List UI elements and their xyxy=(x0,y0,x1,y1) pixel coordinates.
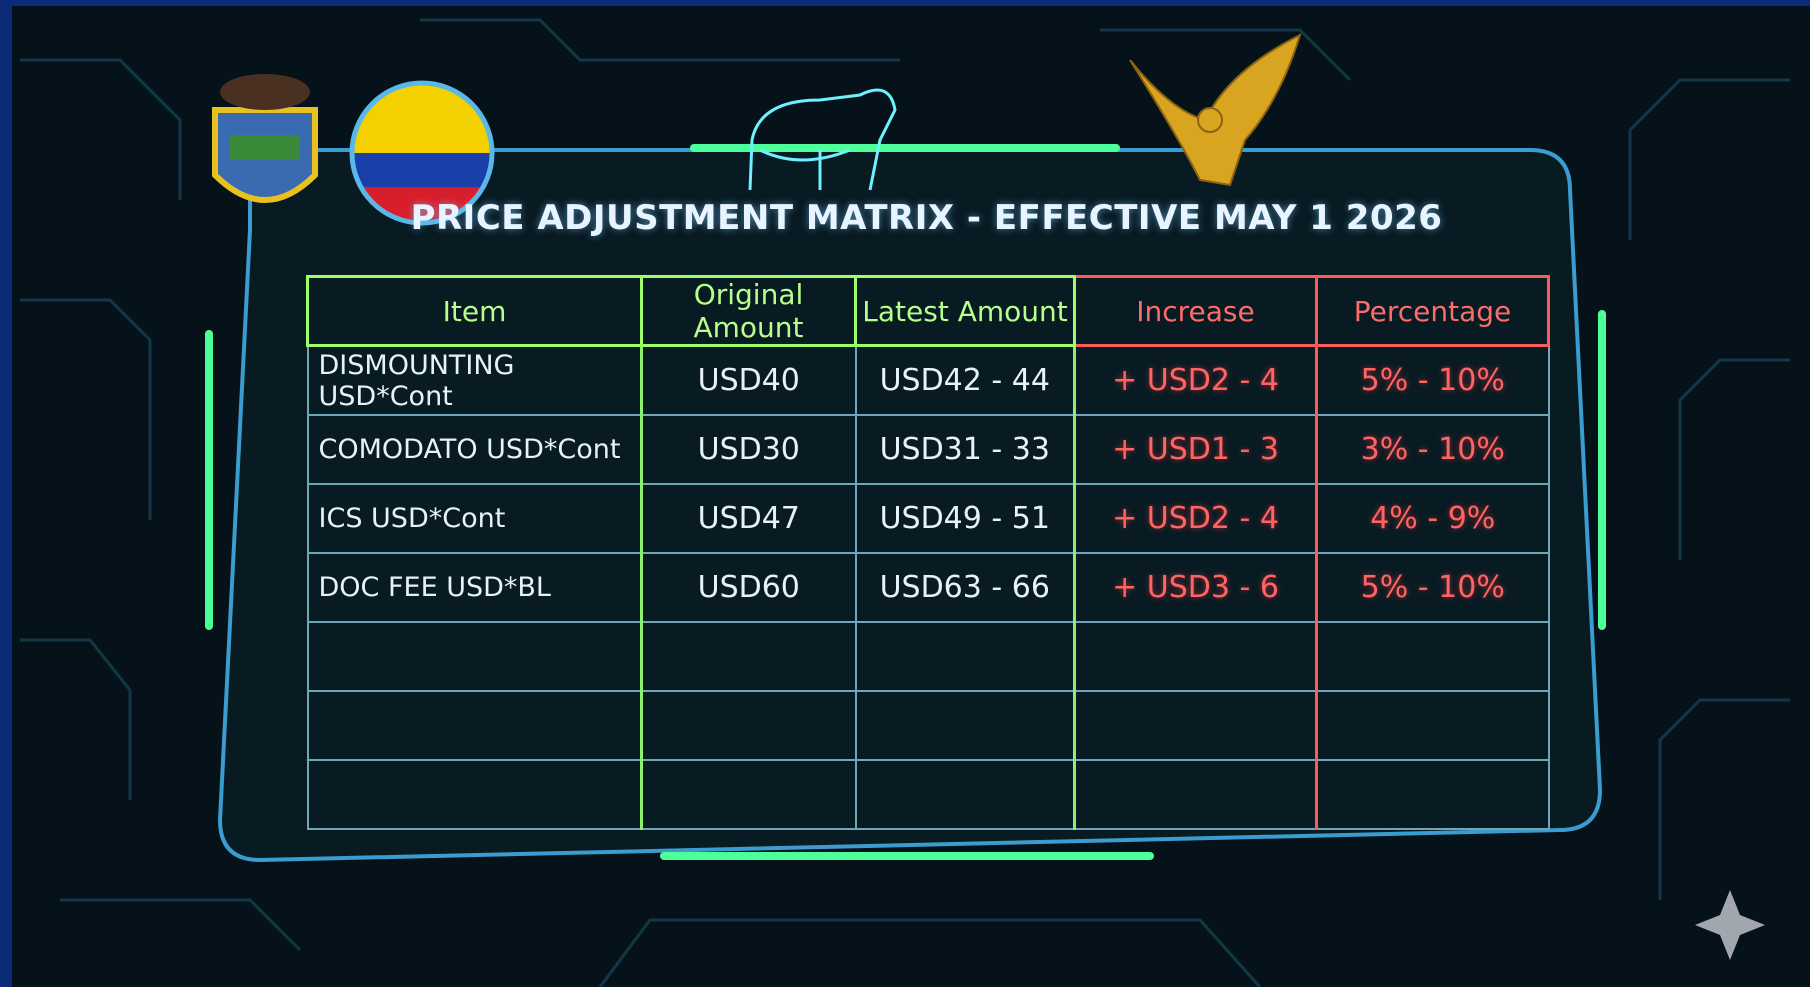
table-row: COMODATO USD*Cont USD30 USD31 - 33 + USD1 -… xyxy=(306,414,1550,485)
title: PRICE ADJUSTMENT MATRIX - EFFECTIVE MAY … xyxy=(410,198,1443,238)
value-cell: 5% - 10% xyxy=(1315,344,1550,416)
column-header: Original Amount xyxy=(640,275,857,347)
value-cell: USD40 xyxy=(640,344,857,416)
empty-cell xyxy=(640,621,857,692)
empty-cell xyxy=(306,690,643,761)
empty-row xyxy=(306,690,1550,761)
column-header: Item xyxy=(306,275,643,347)
empty-cell xyxy=(640,759,857,830)
column-header: Increase xyxy=(1073,275,1318,347)
empty-cell xyxy=(1315,690,1550,761)
left-border xyxy=(0,0,12,987)
value-cell: USD49 - 51 xyxy=(854,483,1076,554)
empty-cell xyxy=(1315,621,1550,692)
value-cell: USD31 - 33 xyxy=(854,414,1076,485)
value-cell: USD63 - 66 xyxy=(854,552,1076,623)
item-cell: ICS USD*Cont xyxy=(306,483,643,554)
empty-cell xyxy=(1073,621,1318,692)
column-header: Latest Amount xyxy=(854,275,1076,347)
header-row: Item Original Amount Latest Amount Increase… xyxy=(306,275,1550,347)
value-cell: 4% - 9% xyxy=(1315,483,1550,554)
price-table: Item Original Amount Latest Amount Increase… xyxy=(306,275,1550,830)
circuit-lines xyxy=(20,18,1790,987)
flag xyxy=(349,80,495,226)
empty-cell xyxy=(306,621,643,692)
value-cell: USD42 - 44 xyxy=(854,344,1076,416)
frame-glow-top xyxy=(690,144,1120,152)
empty-row xyxy=(306,759,1550,830)
empty-cell xyxy=(854,759,1076,830)
frame-glow-left xyxy=(205,330,213,630)
empty-cell xyxy=(306,759,643,830)
item-cell: DISMOUNTING USD*Cont xyxy=(306,344,643,416)
eagle xyxy=(1129,33,1302,187)
value-cell: 5% - 10% xyxy=(1315,552,1550,623)
value-cell: USD60 xyxy=(640,552,857,623)
empty-cell xyxy=(1073,690,1318,761)
empty-cell xyxy=(854,621,1076,692)
column-header: Percentage xyxy=(1315,275,1550,347)
frame-glow-right xyxy=(1598,310,1606,630)
value-cell: 3% - 10% xyxy=(1315,414,1550,485)
value-cell: USD30 xyxy=(640,414,857,485)
empty-cell xyxy=(640,690,857,761)
top-border xyxy=(0,0,1810,6)
value-cell: USD47 xyxy=(640,483,857,554)
empty-cell xyxy=(1315,759,1550,830)
sparkle xyxy=(1695,890,1765,960)
item-cell: DOC FEE USD*BL xyxy=(306,552,643,623)
frame-glow-bottom xyxy=(660,852,1154,860)
value-cell: + USD3 - 6 xyxy=(1073,552,1318,623)
value-cell: + USD2 - 4 xyxy=(1073,483,1318,554)
value-cell: + USD1 - 3 xyxy=(1073,414,1318,485)
value-cell: + USD2 - 4 xyxy=(1073,344,1318,416)
empty-cell xyxy=(1073,759,1318,830)
table-row: ICS USD*Cont USD47 USD49 - 51 + USD2 - 4 4% … xyxy=(306,483,1550,554)
bear xyxy=(748,88,897,191)
empty-row xyxy=(306,621,1550,692)
coat-of-arms xyxy=(212,74,318,203)
item-cell: COMODATO USD*Cont xyxy=(306,414,643,485)
table-body: DISMOUNTING USD*Cont USD40 USD42 - 44 + USD… xyxy=(306,344,1550,830)
empty-cell xyxy=(854,690,1076,761)
table-row: DISMOUNTING USD*Cont USD40 USD42 - 44 + USD… xyxy=(306,344,1550,416)
